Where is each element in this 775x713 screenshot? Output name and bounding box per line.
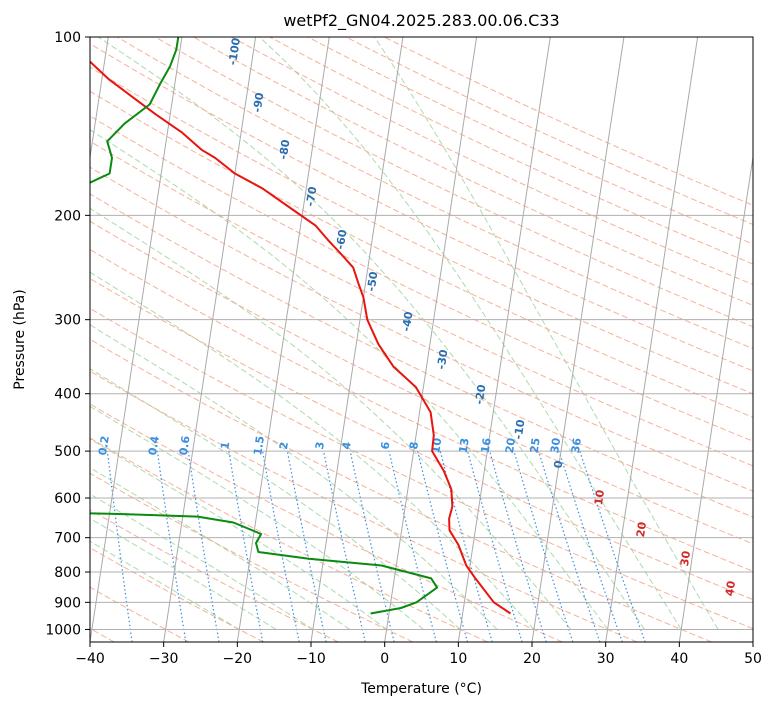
- x-tick-label: 10: [449, 651, 467, 667]
- x-tick-label: 30: [597, 651, 615, 667]
- y-tick-label: 100: [54, 30, 81, 46]
- x-tick-label: −30: [149, 651, 179, 667]
- mixing-ratio-label: 25: [528, 437, 543, 454]
- x-tick-label: −20: [223, 651, 253, 667]
- x-tick-label: −10: [296, 651, 326, 667]
- mixing-ratio-label: 13: [457, 437, 472, 454]
- y-tick-label: 800: [54, 565, 81, 581]
- y-tick-label: 300: [54, 313, 81, 329]
- x-axis-label: Temperature (°C): [360, 681, 482, 697]
- x-tick-label: −40: [75, 651, 105, 667]
- moist-adiabat-label: 10: [592, 489, 607, 506]
- x-tick-label: 0: [380, 651, 389, 667]
- x-tick-label: 40: [670, 651, 688, 667]
- chart-title: wetPf2_GN04.2025.283.00.06.C33: [283, 11, 559, 31]
- x-tick-label: 50: [744, 651, 762, 667]
- y-tick-label: 1000: [45, 622, 81, 638]
- moist-adiabat-label: 40: [723, 580, 738, 597]
- y-tick-label: 900: [54, 595, 81, 611]
- y-tick-label: 200: [54, 208, 81, 224]
- moist-adiabat-label: 30: [678, 550, 693, 567]
- y-tick-label: 500: [54, 444, 81, 460]
- y-axis-label: Pressure (hPa): [12, 289, 28, 389]
- mixing-ratio-label: 20: [503, 437, 518, 454]
- x-tick-label: 20: [523, 651, 541, 667]
- mixing-ratio-label: 36: [569, 437, 584, 454]
- moist-adiabat-label: 20: [634, 521, 649, 538]
- mixing-ratio-label: 30: [548, 437, 563, 454]
- y-tick-label: 400: [54, 387, 81, 403]
- y-tick-label: 700: [54, 531, 81, 547]
- mixing-ratio-label: 16: [479, 437, 494, 454]
- y-tick-label: 600: [54, 491, 81, 507]
